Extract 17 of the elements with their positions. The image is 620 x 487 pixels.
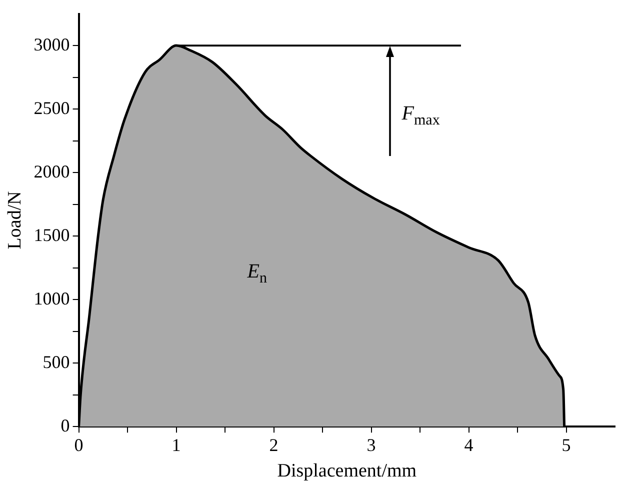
x-tick-label: 3 xyxy=(366,435,376,456)
y-tick-label: 2500 xyxy=(34,98,70,118)
y-tick-label: 1000 xyxy=(34,288,70,308)
x-tick-label: 2 xyxy=(269,435,278,456)
y-axis-title: Load/N xyxy=(4,190,26,250)
x-tick-label: 1 xyxy=(172,435,181,456)
annotation: F$_{max}$ xyxy=(402,102,440,129)
x-axis-title: Displacement/mm xyxy=(277,460,417,482)
x-tick-label: 0 xyxy=(74,435,84,456)
y-tick-label: 500 xyxy=(42,352,70,372)
x-tick-label: 5 xyxy=(562,435,571,456)
annotation: E$_{n}$ xyxy=(247,260,267,286)
x-tick-label: 4 xyxy=(464,435,474,456)
y-tick-label: 1500 xyxy=(34,224,70,245)
y-tick-label: 0 xyxy=(60,415,70,436)
y-tick-label: 2000 xyxy=(34,161,70,182)
y-tick-label: 3000 xyxy=(34,34,70,54)
